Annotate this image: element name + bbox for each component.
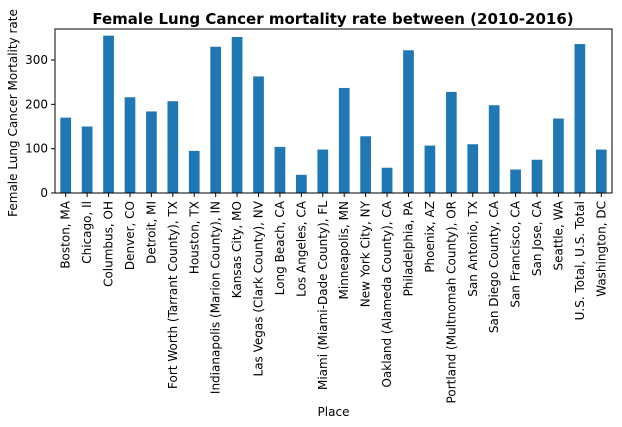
x-tick-label: Houston, TX	[187, 201, 201, 274]
x-tick-label: Portland (Multnomah County), OR	[444, 201, 458, 403]
y-tick-label: 300	[25, 53, 48, 67]
x-tick-label: San Francisco, CA	[509, 200, 523, 307]
bar	[124, 97, 136, 193]
y-tick-label: 100	[25, 142, 48, 156]
bar	[188, 150, 200, 193]
bar	[338, 87, 350, 193]
bar	[81, 126, 93, 193]
bar	[231, 36, 243, 193]
x-tick-label: Phoenix, AZ	[423, 201, 437, 273]
bar	[253, 76, 264, 193]
x-tick-label: Minneapolis, MN	[337, 201, 351, 299]
bars-group	[60, 35, 607, 194]
bar	[60, 117, 72, 193]
x-tick-label: Seattle, WA	[551, 200, 565, 270]
chart-title: Female Lung Cancer mortality rate betwee…	[92, 10, 573, 28]
x-tick-label: San Diego County, CA	[487, 200, 501, 333]
bar	[403, 50, 414, 193]
x-tick-label: Miami (Miami-Dade County), FL	[316, 201, 330, 390]
x-tick-label: Las Vegas (Clark County), NV	[252, 200, 266, 376]
y-axis-ticks: 0 100 200 300	[25, 53, 55, 200]
x-tick-label: Columbus, OH	[102, 201, 116, 287]
bar	[574, 44, 586, 194]
x-tick-label: San Antonio, TX	[466, 201, 480, 297]
bar	[274, 146, 286, 193]
x-tick-label: Denver, CO	[123, 201, 137, 270]
bar	[146, 111, 157, 193]
x-tick-label: Boston, MA	[59, 200, 73, 268]
bar	[510, 169, 521, 193]
bar	[595, 149, 607, 193]
bar	[553, 118, 564, 193]
bar	[296, 174, 307, 193]
x-tick-label: U.S. Total, U.S. Total	[573, 201, 587, 320]
y-tick-label: 0	[40, 186, 48, 200]
x-axis-ticks: Boston, MA Chicago, Il Columbus, OH Denver,…	[59, 193, 608, 403]
x-tick-label: Long Beach, CA	[273, 200, 287, 295]
bar	[488, 105, 500, 193]
x-tick-label: New York City, NY	[359, 200, 373, 307]
y-tick-label: 200	[25, 97, 48, 111]
bar	[167, 101, 179, 193]
x-tick-label: Indianapolis (Marion County), IN	[209, 201, 223, 394]
bar	[381, 167, 393, 193]
x-tick-label: Washington, DC	[594, 201, 608, 297]
bar	[424, 145, 436, 193]
bar	[103, 35, 114, 193]
x-tick-label: Detroit, MI	[144, 201, 158, 264]
bar	[360, 136, 371, 193]
x-tick-label: Oakland (Alameda County), CA	[380, 200, 394, 387]
x-tick-label: Philadelphia, PA	[401, 200, 415, 296]
bar	[210, 46, 222, 193]
y-axis-label: Female Lung Cancer Mortality rate	[6, 9, 20, 217]
x-tick-label: Kansas City, MO	[230, 201, 244, 298]
x-axis-label: Place	[318, 405, 350, 419]
bar	[531, 159, 543, 193]
bar	[317, 149, 329, 193]
bar	[467, 144, 479, 193]
x-tick-label: San Jose, CA	[530, 200, 544, 276]
x-tick-label: Chicago, Il	[80, 201, 94, 264]
axes-frame	[54, 28, 613, 194]
x-tick-label: Los Angeles, CA	[294, 200, 308, 297]
x-tick-label: Fort Worth (Tarrant County), TX	[166, 201, 180, 389]
bar	[445, 91, 457, 193]
